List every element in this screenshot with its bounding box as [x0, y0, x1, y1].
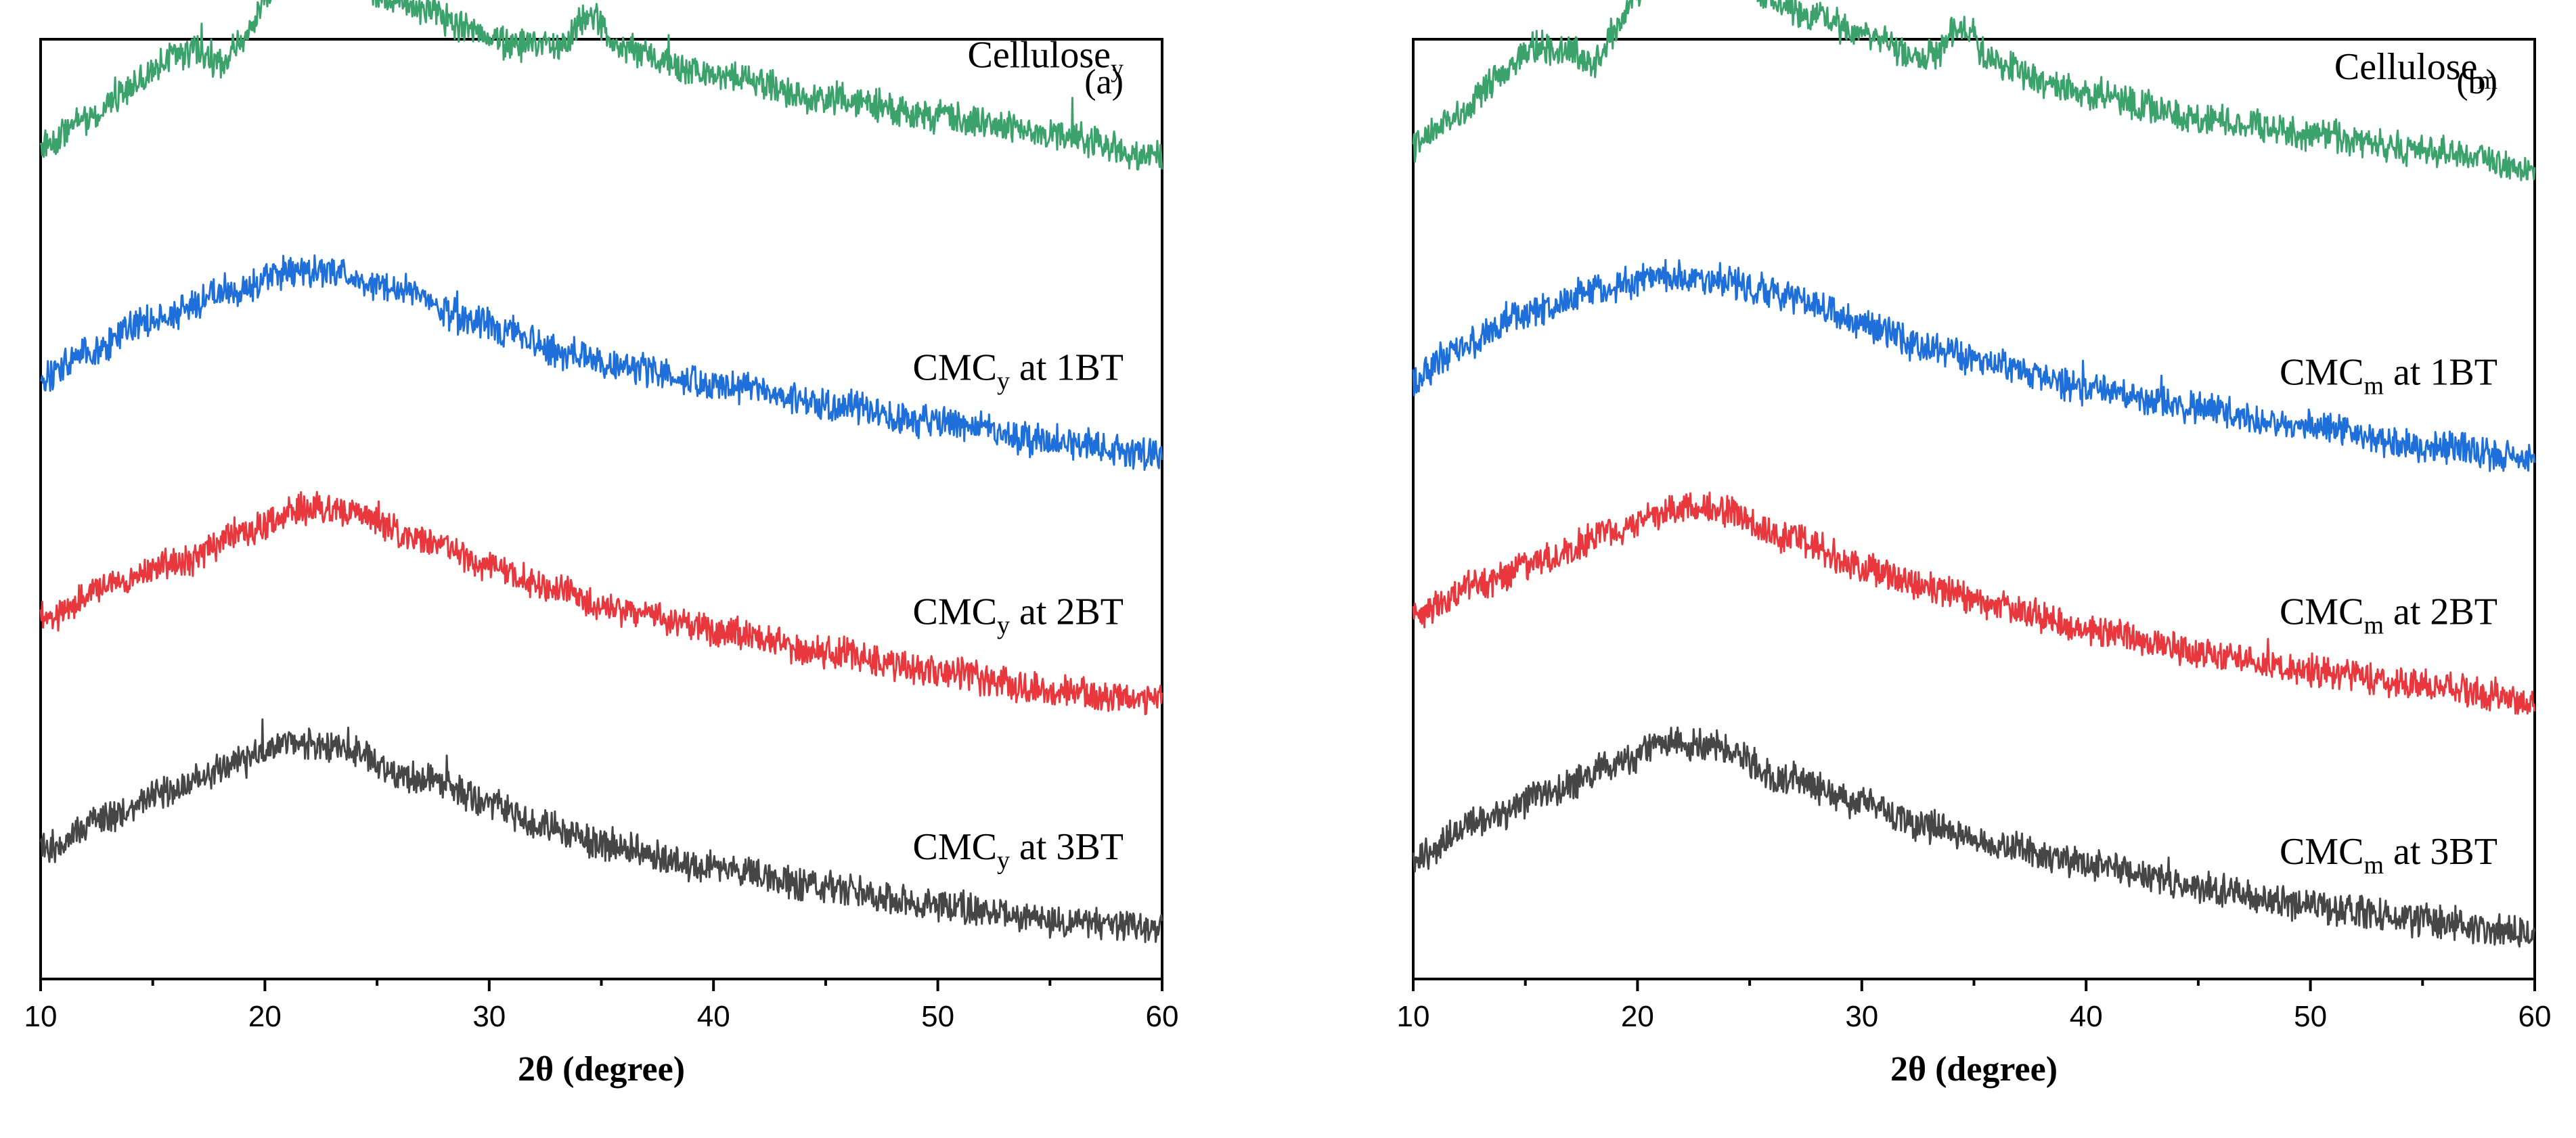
- series-label: Cellulosey: [967, 35, 1124, 83]
- series-line: [1412, 0, 2536, 181]
- x-tick-label: 50: [2294, 1000, 2327, 1033]
- series-label: CMCy at 3BT: [913, 826, 1124, 875]
- series-line: [39, 254, 1163, 471]
- x-tick-label: 20: [1621, 1000, 1654, 1033]
- x-tick-label: 60: [2518, 1000, 2552, 1033]
- series-label: CMCm at 3BT: [2280, 831, 2497, 880]
- x-tick-label: 40: [2070, 1000, 2103, 1033]
- x-tick-label: 40: [697, 1000, 730, 1033]
- series-line: [39, 491, 1163, 716]
- xrd-panel-a: 10 20 30 40 50 60 2θ (degree) (a)Cellulosey CMCy…: [24, 0, 1179, 1089]
- x-tick-label: 50: [921, 1000, 954, 1033]
- panel-label: (a): [1084, 63, 1124, 101]
- x-tick-label: 10: [24, 1000, 58, 1033]
- x-tick-label: 30: [472, 1000, 506, 1033]
- series-label: CMCy at 1BT: [913, 347, 1124, 396]
- x-tick-label: 10: [1397, 1000, 1430, 1033]
- series-label: CMCm at 2BT: [2280, 591, 2497, 640]
- x-axis-title: 2θ (degree): [1890, 1050, 2058, 1089]
- xrd-panel-b: 10 20 30 40 50 60 2θ (degree) (b)Cellulosem CMCm…: [1397, 0, 2552, 1089]
- series-line: [1412, 491, 2536, 715]
- series-line: [1412, 258, 2536, 472]
- series-line: [39, 0, 1163, 170]
- panel-label: (b): [2456, 63, 2497, 101]
- x-tick-label: 30: [1845, 1000, 1878, 1033]
- series-line: [1412, 726, 2536, 948]
- series-label: CMCy at 2BT: [913, 591, 1124, 640]
- series-label: CMCm at 1BT: [2280, 351, 2497, 400]
- x-tick-label: 60: [1146, 1000, 1179, 1033]
- series-label: Cellulosem: [2334, 46, 2497, 95]
- series-line: [39, 718, 1163, 943]
- x-tick-label: 20: [248, 1000, 282, 1033]
- x-axis-title: 2θ (degree): [518, 1050, 685, 1089]
